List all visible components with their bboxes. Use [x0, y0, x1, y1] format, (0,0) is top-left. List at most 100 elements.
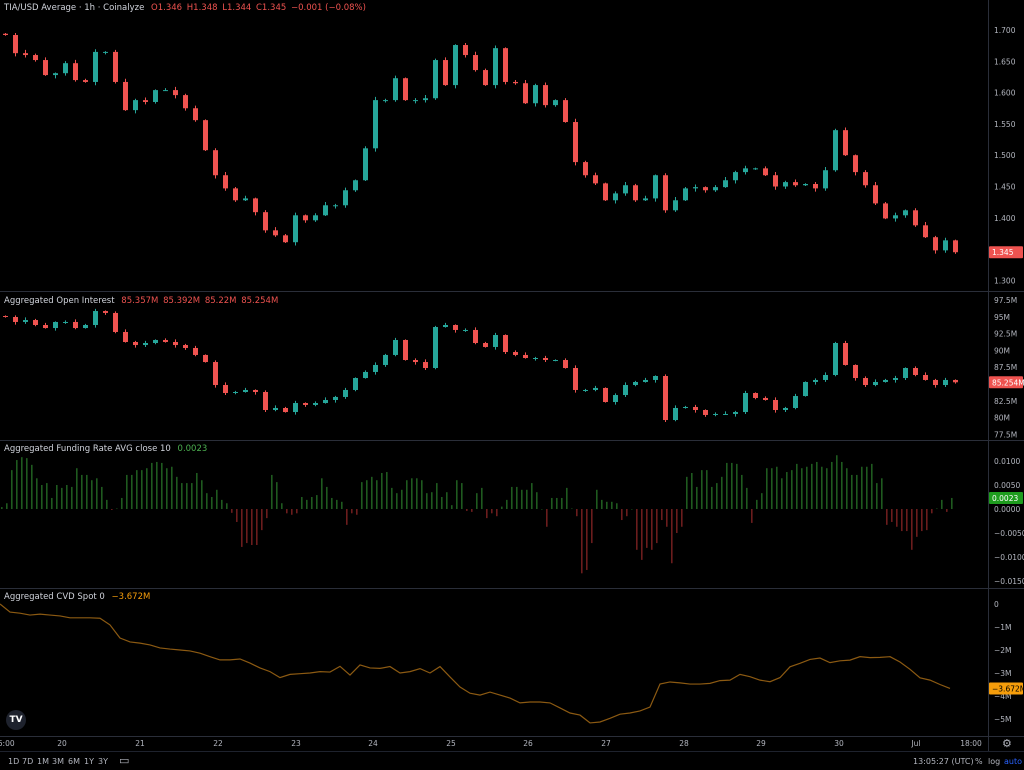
oi-candle — [393, 339, 398, 355]
range-1d[interactable]: 1D — [8, 757, 20, 766]
funding-bar — [206, 493, 208, 509]
oi-candle — [163, 339, 168, 342]
funding-bar — [671, 509, 673, 564]
funding-bar — [416, 478, 418, 509]
time-axis-label: 18:00 — [960, 739, 982, 748]
symbol-title[interactable]: TIA/USD Average · 1h · Coinalyze — [4, 3, 145, 13]
oi-candle — [133, 342, 138, 346]
funding-bar — [611, 501, 613, 509]
price-candle — [713, 187, 718, 191]
axis-tick-label: 1.500 — [994, 151, 1016, 160]
funding-bar — [476, 493, 478, 509]
funding-bar — [16, 460, 18, 509]
funding-bar — [111, 509, 113, 510]
funding-bar — [61, 487, 63, 509]
price-candle — [223, 175, 228, 189]
tradingview-logo-icon[interactable]: TV — [6, 710, 26, 730]
funding-bar — [931, 509, 933, 514]
auto-toggle[interactable]: auto — [1004, 757, 1023, 766]
range-1m[interactable]: 1M — [37, 757, 49, 766]
price-candle — [633, 185, 638, 201]
funding-bar — [831, 461, 833, 509]
range-1y[interactable]: 1Y — [84, 757, 94, 766]
price-candle — [573, 122, 578, 163]
funding-bar — [526, 489, 528, 509]
price-candle — [833, 130, 838, 171]
funding-bar — [146, 468, 148, 509]
funding-bar — [546, 509, 548, 527]
oi-candle — [343, 389, 348, 397]
price-candle — [563, 100, 568, 123]
funding-bar — [46, 483, 48, 509]
oi-candle — [543, 357, 548, 361]
funding-bar — [921, 509, 923, 532]
funding-bar — [261, 509, 263, 531]
time-axis-label: 21 — [135, 739, 145, 748]
legend-high: H1.348 — [186, 3, 218, 13]
percent-toggle[interactable]: % — [975, 757, 983, 766]
price-candle — [173, 90, 178, 96]
price-candle — [723, 180, 728, 188]
funding-bar — [421, 480, 423, 509]
time-axis-label: 26 — [523, 739, 533, 748]
funding-bar — [641, 509, 643, 560]
chart-canvas[interactable]: 1.700 1.650 1.600 1.550 1.500 1.450 1.400 1.300… — [0, 0, 1024, 751]
funding-bar — [386, 472, 388, 509]
cvd-legend: Aggregated CVD Spot 0 −3.672M — [4, 592, 154, 602]
oi-candle — [833, 343, 838, 375]
price-candle — [423, 98, 428, 101]
log-toggle[interactable]: log — [988, 757, 1001, 766]
funding-bar — [191, 483, 193, 509]
axis-tick-label: 1.300 — [994, 276, 1016, 285]
oi-candle — [533, 357, 538, 359]
funding-bar — [86, 474, 88, 509]
funding-title[interactable]: Aggregated Funding Rate AVG close 10 — [4, 444, 171, 454]
oi-candle — [73, 321, 78, 329]
funding-bar — [536, 492, 538, 509]
price-candle — [3, 33, 8, 36]
funding-bar — [541, 509, 543, 510]
funding-bar — [276, 482, 278, 509]
funding-bar — [866, 466, 868, 509]
funding-bar — [161, 462, 163, 509]
settings-gear-icon[interactable]: ⚙ — [1002, 737, 1012, 750]
funding-bar — [751, 509, 753, 523]
oi-candle — [383, 354, 388, 365]
oi-open: 85.357M — [121, 296, 159, 306]
price-candle — [903, 210, 908, 216]
price-candle — [63, 63, 68, 74]
funding-bar — [736, 463, 738, 509]
cvd-title[interactable]: Aggregated CVD Spot 0 — [4, 592, 105, 602]
funding-bar — [501, 506, 503, 509]
range-3m[interactable]: 3M — [52, 757, 64, 766]
range-6m[interactable]: 6M — [68, 757, 80, 766]
oi-close: 85.254M — [241, 296, 279, 306]
funding-bar — [776, 466, 778, 509]
oi-candle — [363, 371, 368, 379]
funding-bar — [56, 485, 58, 509]
price-candle — [373, 100, 378, 149]
clock-utc[interactable]: 13:05:27 (UTC) — [913, 757, 974, 766]
funding-legend: Aggregated Funding Rate AVG close 10 0.0… — [4, 444, 211, 454]
price-candle — [243, 198, 248, 201]
oi-candle — [673, 407, 678, 421]
funding-bar — [926, 509, 928, 531]
time-axis-label: 29 — [756, 739, 766, 748]
range-3y[interactable]: 3Y — [98, 757, 108, 766]
funding-value: 0.0023 — [177, 444, 208, 454]
funding-bar — [36, 478, 38, 509]
oi-title[interactable]: Aggregated Open Interest — [4, 296, 115, 306]
range-7d[interactable]: 7D — [22, 757, 34, 766]
funding-bar — [166, 468, 168, 509]
oi-candle — [713, 413, 718, 415]
price-candle — [133, 100, 138, 111]
funding-bar — [51, 497, 53, 509]
funding-bar — [6, 503, 8, 509]
funding-bar — [716, 483, 718, 509]
funding-bar — [841, 461, 843, 509]
price-candle — [803, 183, 808, 186]
oi-candle — [853, 364, 858, 379]
calendar-range-icon[interactable]: ▭ — [119, 754, 130, 767]
funding-bar — [951, 497, 953, 509]
price-candle — [263, 212, 268, 231]
